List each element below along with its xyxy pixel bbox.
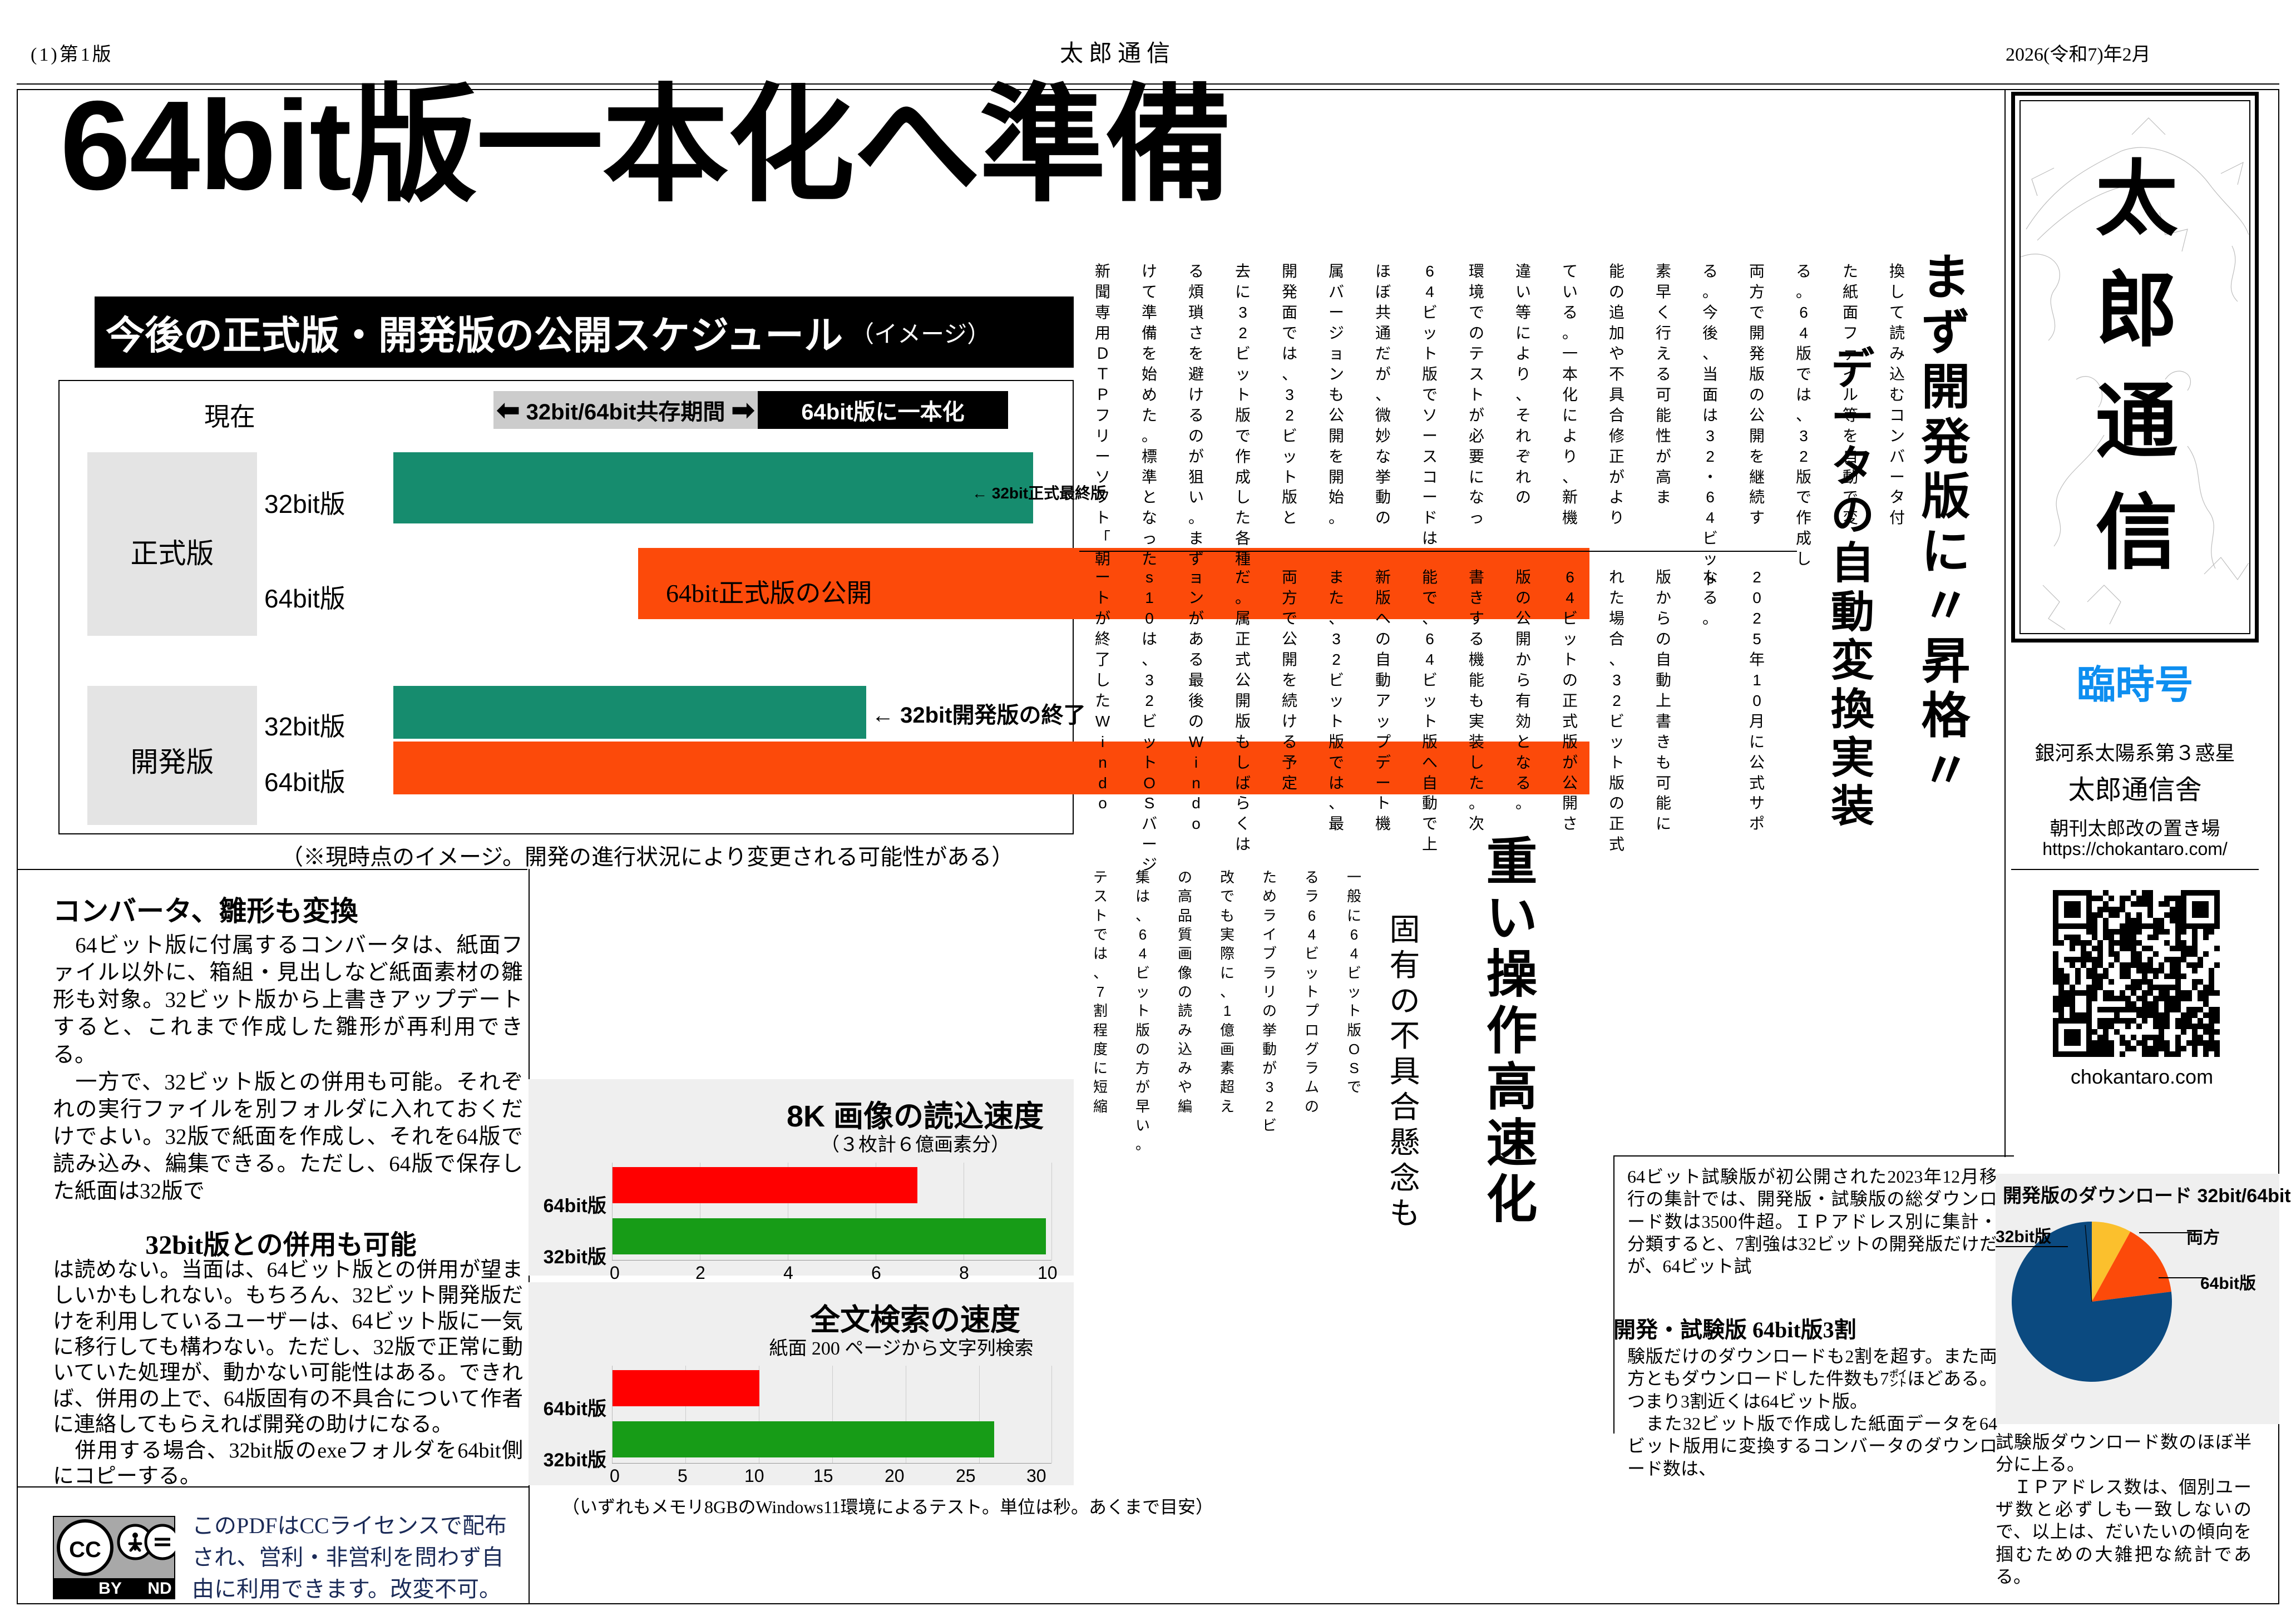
svg-text:CC: CC bbox=[69, 1538, 101, 1562]
svg-text:BY: BY bbox=[98, 1579, 122, 1598]
svg-text:ND: ND bbox=[147, 1579, 171, 1598]
